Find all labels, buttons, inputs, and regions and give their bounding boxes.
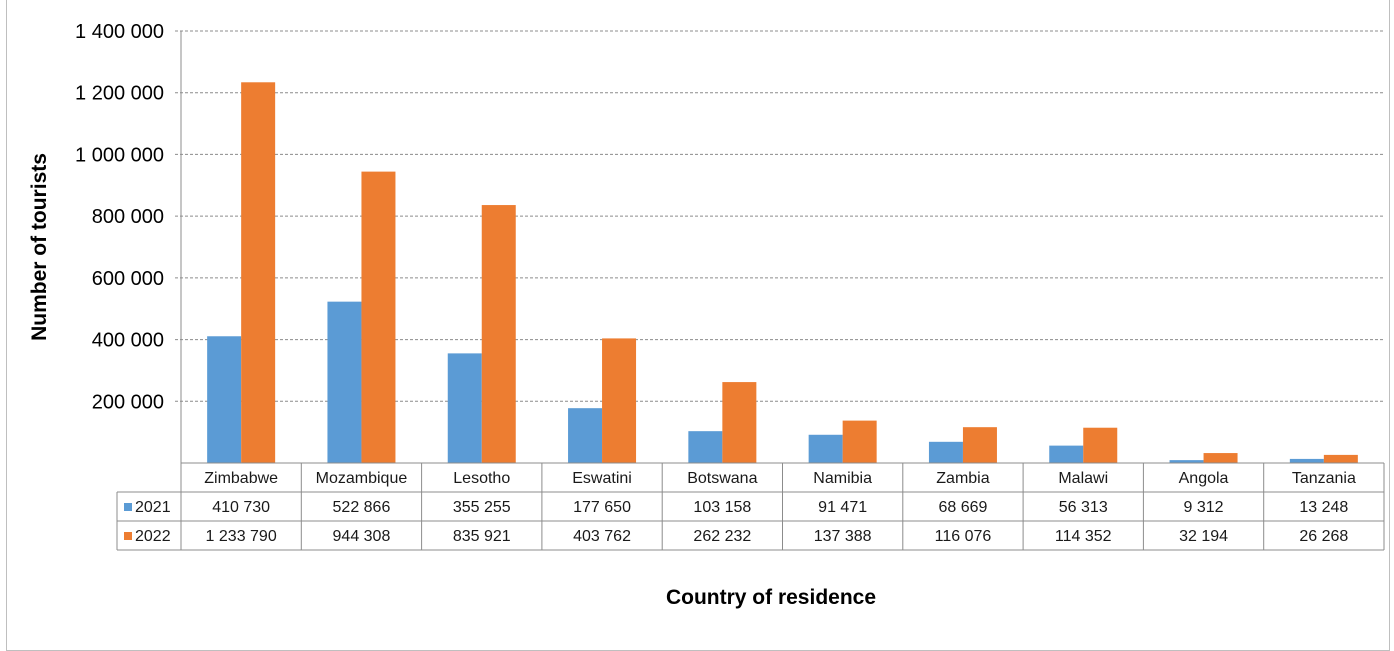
bar-2021-namibia	[808, 434, 843, 463]
bar-2022-lesotho	[481, 205, 516, 464]
data-table-cell: 1 233 790	[206, 528, 277, 545]
data-table: Zimbabwe Mozambique Lesotho Eswatini Botswan…	[116, 462, 1385, 551]
bar-2021-malawi	[1049, 445, 1084, 463]
category-label: Zimbabwe	[204, 470, 278, 487]
data-table-cell: 26 268	[1299, 528, 1348, 545]
data-table-cell: 13 248	[1299, 499, 1348, 516]
bar-2021-botswana	[688, 431, 723, 463]
category-label: Mozambique	[316, 470, 408, 487]
data-table-cell: 116 076	[935, 528, 992, 545]
data-table-cell: 944 308	[333, 528, 391, 545]
category-label: Namibia	[813, 470, 872, 487]
bar-2022-eswatini	[602, 338, 637, 463]
data-table-cell: 137 388	[814, 528, 872, 545]
bar-2021-angola	[1169, 460, 1204, 463]
legend-key-2022	[124, 532, 132, 540]
y-tick-label: 200 000	[92, 391, 164, 413]
bar-2022-botswana	[722, 382, 757, 463]
bar-2022-mozambique	[361, 171, 396, 463]
x-axis-label: Country of residence	[666, 586, 876, 609]
category-label: Botswana	[687, 470, 757, 487]
data-table-cell: 91 471	[818, 499, 867, 516]
data-table-cell: 403 762	[573, 528, 631, 545]
data-table-cell: 835 921	[453, 528, 511, 545]
data-table-cell: 522 866	[333, 499, 391, 516]
chart-frame	[6, 0, 1390, 651]
data-table-cell: 177 650	[573, 499, 631, 516]
y-tick-label: 400 000	[92, 330, 164, 352]
bar-2021-zimbabwe	[207, 336, 242, 463]
legend-key-2021	[124, 503, 132, 511]
bar-2022-tanzania	[1323, 454, 1358, 463]
data-table-cell: 32 194	[1179, 528, 1228, 545]
bar-2022-zimbabwe	[241, 82, 276, 463]
data-table-cell: 56 313	[1059, 499, 1108, 516]
data-table-cell: 103 158	[693, 499, 751, 516]
bar-2021-lesotho	[447, 353, 482, 463]
bar-2022-namibia	[842, 420, 877, 463]
bar-2021-mozambique	[327, 301, 362, 463]
data-table-cell: 410 730	[212, 499, 270, 516]
data-table-cell: 68 669	[938, 499, 987, 516]
data-table-cell: 114 352	[1055, 528, 1112, 545]
category-label: Zambia	[936, 470, 989, 487]
bar-2022-zambia	[962, 427, 997, 463]
data-table-cell: 9 312	[1184, 499, 1224, 516]
y-axis-tick-labels: 200 000 400 000 600 000 800 000 1 000 000 1 2…	[75, 21, 164, 413]
bar-2022-malawi	[1083, 427, 1118, 463]
y-tick-label: 1 000 000	[75, 144, 164, 166]
data-table-cell: 262 232	[693, 528, 751, 545]
bar-2021-tanzania	[1289, 458, 1324, 463]
y-tick-label: 1 200 000	[75, 83, 164, 105]
bar-2021-eswatini	[568, 408, 603, 463]
y-tick-label: 600 000	[92, 268, 164, 290]
bar-2021-zambia	[928, 441, 963, 463]
data-table-cell: 355 255	[453, 499, 511, 516]
legend-label-2022: 2022	[135, 528, 171, 545]
y-tick-label: 800 000	[92, 206, 164, 228]
y-axis-label: Number of tourists	[28, 153, 51, 341]
category-label: Tanzania	[1292, 470, 1356, 487]
legend-label-2021: 2021	[135, 499, 171, 516]
category-label: Eswatini	[572, 470, 632, 487]
bar-2022-angola	[1203, 453, 1238, 463]
category-label: Angola	[1179, 470, 1229, 487]
category-label: Lesotho	[453, 470, 510, 487]
category-label: Malawi	[1058, 470, 1108, 487]
bars	[207, 82, 1358, 464]
y-tick-label: 1 400 000	[75, 21, 164, 43]
